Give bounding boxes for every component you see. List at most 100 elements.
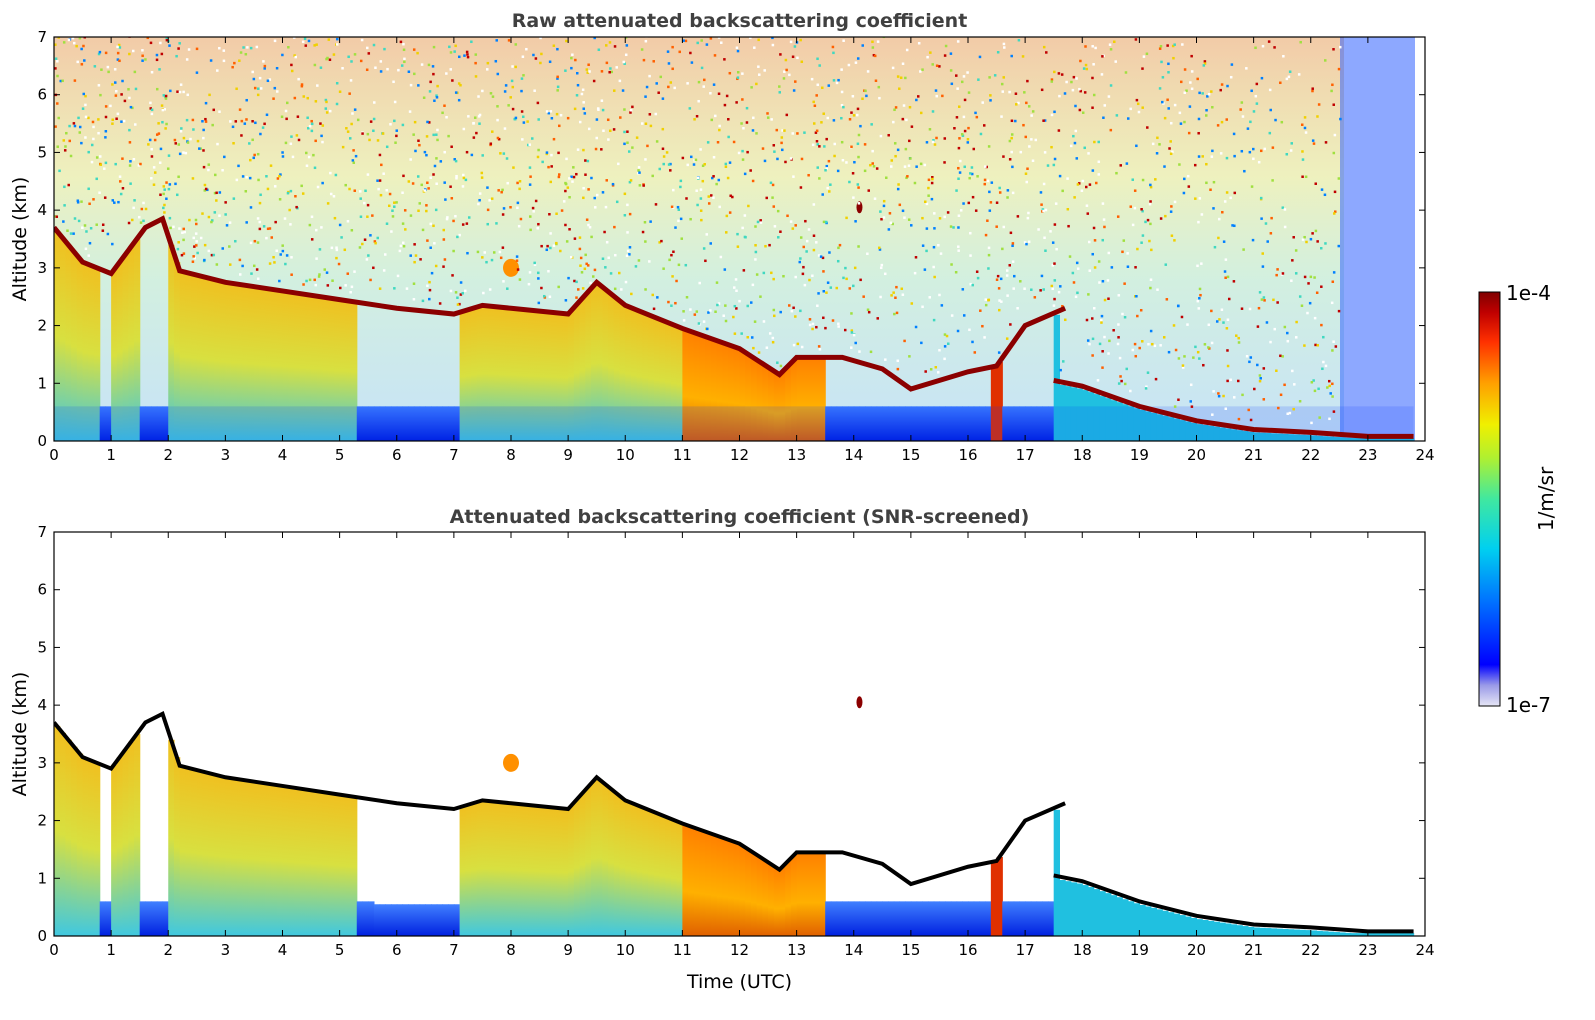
noise-speckle [743,214,747,217]
noise-speckle [273,261,276,264]
aerosol-column [790,855,798,936]
noise-speckle [157,132,161,135]
noise-speckle [933,143,937,146]
noise-speckle [97,84,101,87]
noise-speckle [955,116,959,119]
noise-speckle [1116,215,1120,218]
noise-speckle [777,236,780,239]
noise-speckle [1169,140,1172,143]
aerosol-column [888,901,895,936]
noise-speckle [644,39,648,43]
noise-speckle [1313,276,1316,279]
noise-speckle [556,85,560,89]
aerosol-column [271,289,278,441]
noise-speckle [1017,101,1020,105]
aerosol-column [65,244,72,441]
noise-speckle [58,169,61,173]
noise-speckle [685,296,689,299]
noise-speckle [1016,307,1019,310]
noise-speckle [64,145,67,148]
noise-speckle [490,197,494,200]
noise-speckle [1031,110,1035,113]
noise-speckle [1217,392,1220,395]
noise-speckle [195,244,198,247]
noise-speckle [870,123,873,126]
noise-speckle [805,250,808,253]
noise-speckle [1322,335,1325,339]
x-tick-label: 24 [1415,446,1434,464]
noise-speckle [877,85,881,89]
noise-speckle [252,264,256,268]
noise-speckle [159,41,162,45]
aerosol-column [196,275,204,441]
x-tick-label: 8 [506,941,516,959]
noise-speckle [1241,393,1244,397]
aerosol-column [739,845,746,936]
noise-speckle [259,193,262,197]
noise-speckle [597,48,601,52]
noise-speckle [202,149,205,152]
noise-speckle [625,44,629,47]
aerosol-column [642,808,649,936]
noise-speckle [1237,336,1240,340]
noise-speckle [645,85,649,89]
noise-speckle [141,49,144,52]
noise-speckle [996,51,1000,54]
noise-speckle [1120,379,1123,383]
aerosol-column [396,406,404,441]
noise-speckle [737,151,741,155]
noise-speckle [679,185,682,189]
noise-speckle [944,44,948,48]
noise-speckle [589,281,592,285]
noise-speckle [1248,150,1252,154]
noise-speckle [557,175,561,179]
noise-speckle [261,126,265,129]
noise-speckle [579,256,583,260]
noise-speckle [1010,119,1014,123]
noise-speckle [381,132,385,135]
noise-speckle [1073,196,1076,199]
aerosol-column [642,313,649,441]
noise-speckle [596,193,599,197]
noise-speckle [1025,180,1028,184]
noise-speckle [736,232,739,236]
noise-speckle [333,216,337,220]
noise-speckle [894,296,897,299]
noise-speckle [856,57,860,60]
noise-speckle [750,301,753,304]
aerosol-column [722,343,729,441]
noise-speckle [204,117,207,121]
aerosol-column [116,757,124,936]
noise-speckle [1197,117,1201,121]
noise-speckle [128,128,131,132]
noise-speckle [1101,350,1104,353]
aerosol-column [802,852,809,936]
noise-speckle [595,136,598,140]
noise-speckle [428,90,432,93]
aerosol-column [1299,434,1306,441]
noise-speckle [210,220,213,224]
noise-speckle [313,44,316,47]
aerosol-column [910,406,918,441]
aerosol-column [351,301,358,441]
noise-speckle [1283,225,1287,229]
noise-speckle [1261,252,1264,255]
noise-speckle [142,219,145,223]
noise-speckle [824,220,828,224]
noise-speckle [1053,157,1057,161]
aerosol-column [705,832,712,936]
noise-speckle [668,258,671,262]
noise-speckle [872,53,876,57]
noise-speckle [648,74,651,78]
aerosol-column [1287,929,1295,936]
noise-speckle [232,197,236,200]
noise-speckle [155,53,159,57]
noise-speckle [1107,297,1110,300]
noise-speckle [700,218,703,222]
noise-speckle [1282,55,1285,58]
aerosol-column [979,901,986,936]
noise-speckle [97,118,100,121]
noise-speckle [533,89,536,92]
noise-speckle [662,155,666,158]
noise-speckle [1240,307,1244,310]
